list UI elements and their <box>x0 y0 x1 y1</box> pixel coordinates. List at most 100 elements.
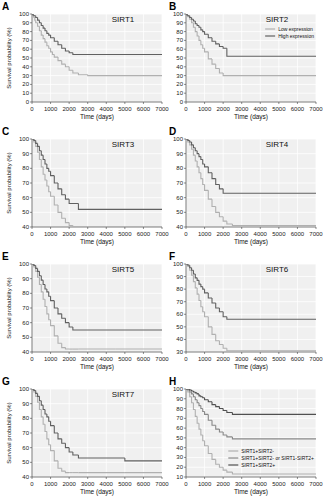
survival-step <box>36 140 38 143</box>
grid-line <box>186 339 316 340</box>
survival-step <box>216 334 220 340</box>
grid-line <box>32 462 162 463</box>
y-tick <box>184 289 186 290</box>
y-tick-label: 50 <box>176 55 183 61</box>
y-tick-label: 30 <box>176 454 183 460</box>
grid-line <box>32 322 162 323</box>
panel-label: D <box>169 126 176 137</box>
survival-step <box>203 435 205 441</box>
survival-step <box>193 270 195 274</box>
survival-step <box>223 189 316 193</box>
grid-line <box>186 289 316 290</box>
survival-step <box>205 289 209 293</box>
y-tick <box>184 93 186 94</box>
grid-line <box>186 139 316 140</box>
survival-step <box>223 217 227 221</box>
grid-line <box>186 389 187 477</box>
survival-step <box>38 18 40 21</box>
x-tick <box>223 352 224 354</box>
y-axis-label: Survival probability (%) <box>6 277 12 338</box>
x-tick <box>69 227 70 229</box>
y-tick-label: 30 <box>176 349 183 355</box>
y-tick-label: 70 <box>22 305 29 311</box>
y-tick <box>30 352 32 353</box>
survival-step <box>47 42 49 46</box>
survival-step <box>78 455 124 458</box>
panel-label: B <box>169 1 176 12</box>
grid-line <box>32 14 162 15</box>
survival-step <box>197 24 199 26</box>
x-tick <box>204 477 205 479</box>
grid-line <box>278 389 279 477</box>
survival-step <box>65 471 69 472</box>
x-tick-label: 1000 <box>44 231 58 237</box>
grid-line <box>241 264 242 352</box>
survival-step <box>65 48 69 51</box>
survival-step <box>223 344 227 348</box>
survival-step <box>190 16 192 18</box>
survival-step <box>69 323 73 327</box>
x-tick <box>260 477 261 479</box>
survival-step <box>69 448 73 452</box>
survival-step <box>45 160 47 164</box>
survival-step <box>45 299 47 306</box>
x-tick <box>106 227 107 229</box>
x-tick-label: 4000 <box>100 356 114 362</box>
survival-step <box>69 199 78 203</box>
y-tick <box>184 314 186 315</box>
survival-step <box>219 341 223 345</box>
survival-step <box>73 70 79 73</box>
x-axis-line <box>32 102 162 103</box>
x-tick-label: 6000 <box>291 356 305 362</box>
survival-step <box>47 289 49 292</box>
y-tick-label: 60 <box>176 46 183 52</box>
y-tick-label: 50 <box>176 435 183 441</box>
survival-step <box>73 226 79 227</box>
x-tick-label: 7000 <box>309 481 323 487</box>
survival-step <box>41 401 43 405</box>
legend: SIRT1+SIRT2-SIRT1+SIRT2- or SIRT1-SIRT2+… <box>228 448 314 468</box>
y-tick <box>184 168 186 169</box>
y-tick-label: 70 <box>176 180 183 186</box>
survival-step <box>193 394 195 397</box>
survival-step <box>78 73 87 75</box>
survival-step <box>39 20 41 23</box>
survival-step <box>51 35 55 38</box>
survival-step <box>216 303 220 308</box>
y-tick <box>30 84 32 85</box>
grid-line <box>32 389 162 390</box>
survival-step <box>125 458 162 461</box>
y-tick <box>184 66 186 67</box>
legend-label: SIRT1+SIRT2- <box>241 448 274 454</box>
panel: 0100020003000400050006000700040506070809… <box>2 126 169 246</box>
survival-step <box>47 432 49 439</box>
survival-step <box>78 226 162 227</box>
survival-step <box>52 52 54 55</box>
grid-line <box>186 153 316 154</box>
survival-step <box>208 167 212 173</box>
x-axis-line <box>32 227 162 228</box>
grid-line <box>316 389 317 477</box>
survival-step <box>34 139 36 140</box>
grid-line <box>186 264 316 265</box>
y-tick <box>184 326 186 327</box>
plot-background <box>32 139 162 227</box>
survival-step <box>39 271 41 275</box>
x-tick-label: 5000 <box>118 481 132 487</box>
curves <box>32 14 162 76</box>
x-tick-label: 3000 <box>81 106 95 112</box>
survival-step <box>69 67 73 71</box>
x-tick-label: 3000 <box>235 481 249 487</box>
y-tick-label: 40 <box>176 336 183 342</box>
survival-step <box>73 53 162 55</box>
survival-step <box>201 40 203 44</box>
x-tick-label: 1000 <box>198 231 212 237</box>
survival-step <box>47 164 49 168</box>
grid-line <box>223 264 224 352</box>
x-tick <box>316 227 317 229</box>
y-tick-label: 30 <box>22 73 29 79</box>
x-tick <box>87 102 88 104</box>
grid-line <box>32 197 162 198</box>
x-axis-line <box>186 102 316 103</box>
x-tick <box>260 102 261 104</box>
